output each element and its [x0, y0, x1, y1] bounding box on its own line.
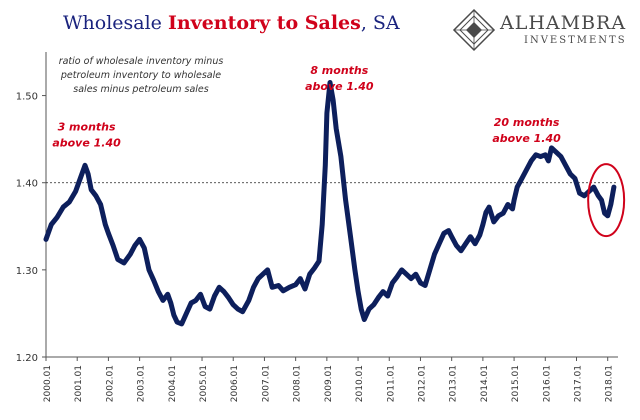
logo-subtitle: INVESTMENTS — [524, 35, 627, 46]
x-tick-label: 2004.01 — [168, 365, 178, 402]
x-tick-label: 2017.01 — [573, 365, 583, 402]
y-tick-label: 1.40 — [16, 179, 38, 190]
title-part1: Wholesale — [63, 12, 168, 34]
x-tick-label: 2011.01 — [386, 365, 396, 402]
x-tick-label: 2013.01 — [449, 365, 459, 402]
x-tick-label: 2002.01 — [105, 365, 115, 402]
annotation-line2: above 1.40 — [492, 132, 561, 145]
x-tick-label: 2007.01 — [261, 365, 271, 402]
x-tick-label: 2018.01 — [605, 365, 615, 402]
logo-name: ALHAMBRA — [500, 12, 627, 34]
x-tick-label: 2006.01 — [230, 365, 240, 402]
chart-note-line: sales minus petroleum sales — [73, 84, 208, 95]
x-tick-label: 2005.01 — [199, 365, 209, 402]
annotation-line1: 8 months — [310, 64, 368, 77]
x-tick-label: 2012.01 — [417, 365, 427, 402]
chart-title: Wholesale Inventory to Sales, SA — [63, 12, 400, 34]
x-tick-label: 2003.01 — [137, 365, 147, 402]
series-line-inventory-to-sales — [43, 80, 617, 327]
x-tick-label: 2010.01 — [355, 365, 365, 402]
annotation-line2: above 1.40 — [305, 80, 374, 93]
chart-note-line: petroleum inventory to wholesale — [60, 70, 221, 81]
x-tick-label: 2000.01 — [43, 365, 53, 402]
x-tick-label: 2015.01 — [511, 365, 521, 402]
annotation-line1: 3 months — [58, 120, 116, 133]
x-tick-label: 2001.01 — [74, 365, 84, 402]
chart-note-line: ratio of wholesale inventory minus — [59, 56, 224, 67]
y-tick-label: 1.20 — [16, 353, 38, 364]
y-tick-label: 1.50 — [16, 92, 38, 103]
title-part3: , SA — [360, 12, 400, 34]
chart-note: ratio of wholesale inventory minus petrol… — [59, 56, 224, 95]
x-tick-label: 2009.01 — [324, 365, 334, 402]
annotation-line1: 20 months — [494, 116, 560, 129]
y-tick-label: 1.30 — [16, 266, 38, 277]
x-tick-label: 2014.01 — [480, 365, 490, 402]
alhambra-logo: ALHAMBRA INVESTMENTS — [452, 8, 632, 52]
x-tick-label: 2016.01 — [542, 365, 552, 402]
diamond-logo-icon — [452, 8, 496, 52]
annotation-line2: above 1.40 — [52, 136, 121, 149]
x-tick-label: 2008.01 — [293, 365, 303, 402]
title-part2: Inventory to Sales — [167, 12, 361, 34]
highlight-circle — [587, 163, 626, 238]
